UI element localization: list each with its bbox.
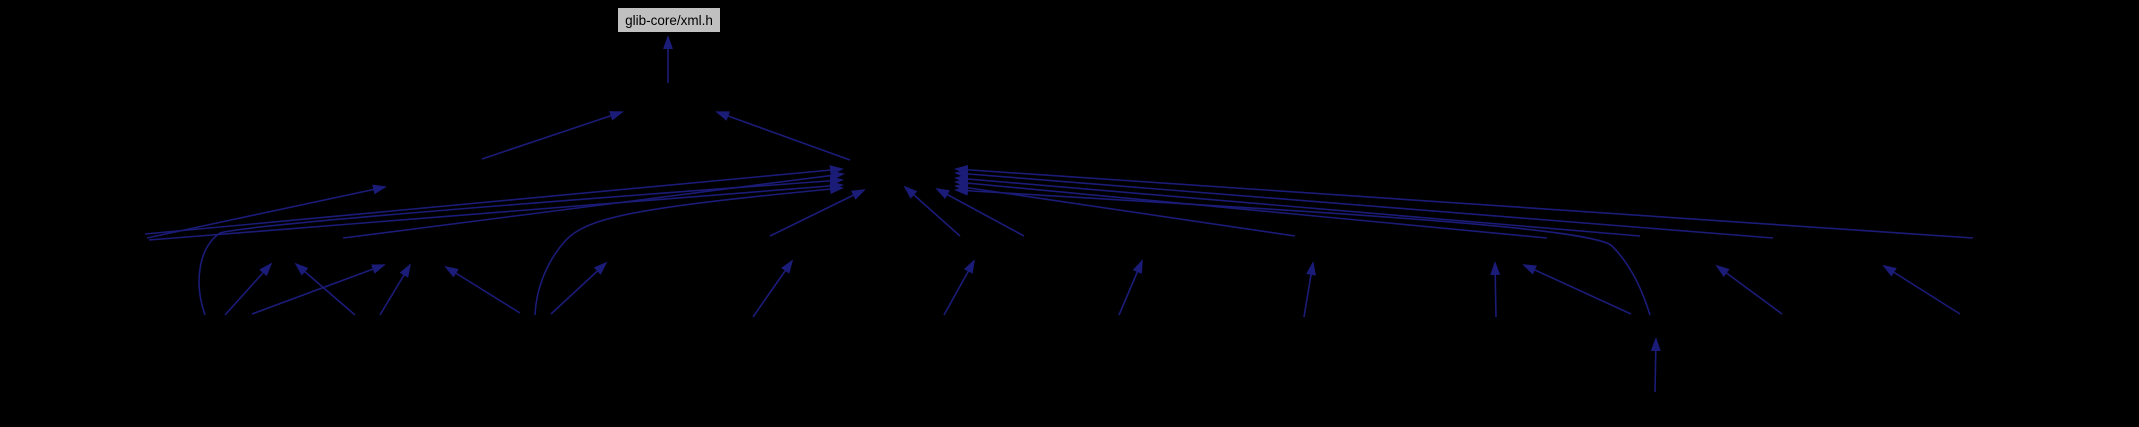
root-node-glib-core-xml-h: glib-core/xml.h <box>617 7 721 33</box>
